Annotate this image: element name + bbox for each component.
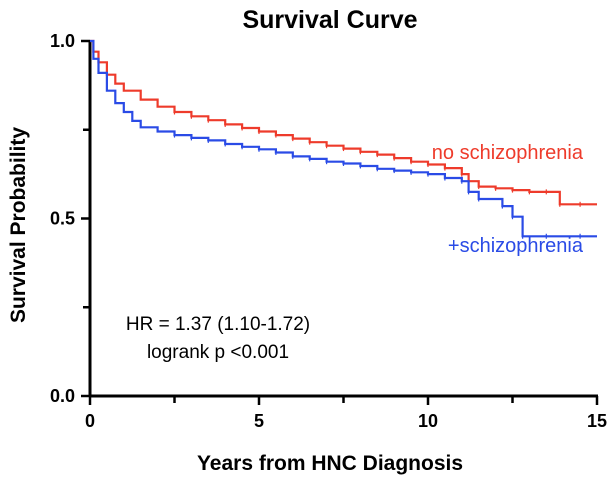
- hazard-ratio-annotation: HR = 1.37 (1.10-1.72): [126, 314, 310, 335]
- y-axis-label: Survival Probability: [7, 127, 30, 323]
- series-label-schizophrenia: +schizophrenia: [448, 235, 584, 257]
- y-tick-label: 0.5: [50, 209, 75, 229]
- x-tick-label: 10: [418, 411, 438, 431]
- series-label-no-schizophrenia: no schizophrenia: [432, 142, 584, 164]
- plot-area: 0 5 10 15 0.0 0.5 1.0 no schizophrenia +schizoph…: [50, 31, 607, 431]
- y-tick-label: 0.0: [50, 386, 75, 406]
- x-axis-label: Years from HNC Diagnosis: [197, 452, 463, 475]
- x-tick-label: 5: [254, 411, 264, 431]
- schizophrenia-curve: [90, 39, 597, 238]
- x-tick-label: 15: [587, 411, 607, 431]
- y-tick-label: 1.0: [50, 31, 75, 51]
- logrank-annotation: logrank p <0.001: [147, 342, 289, 363]
- x-tick-label: 0: [85, 411, 95, 431]
- no-schizophrenia-curve: [90, 39, 597, 206]
- chart-title: Survival Curve: [242, 6, 417, 34]
